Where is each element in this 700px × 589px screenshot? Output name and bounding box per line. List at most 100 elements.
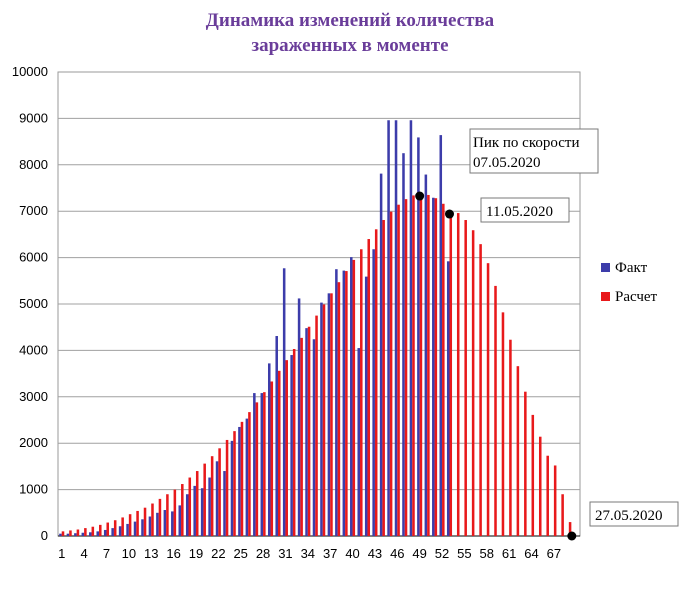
bar-calc	[166, 494, 169, 536]
bar-calc	[61, 531, 65, 536]
bar-calc	[277, 370, 281, 536]
bar-fact	[432, 197, 435, 536]
bar-fact	[66, 533, 70, 536]
y-tick-label: 10000	[12, 64, 48, 79]
bar-fact	[402, 153, 405, 536]
legend-swatch-fact	[601, 263, 610, 272]
bar-calc	[516, 366, 520, 536]
bar-calc	[486, 263, 490, 536]
bar-calc	[501, 312, 505, 536]
bar-fact	[342, 270, 346, 536]
bar-calc	[389, 211, 393, 536]
x-tick-label: 7	[103, 546, 110, 561]
bar-calc	[240, 421, 244, 536]
x-tick-label: 28	[256, 546, 270, 561]
bar-calc	[292, 349, 296, 536]
bar-calc	[136, 510, 139, 536]
annotation-text-1105: 11.05.2020	[486, 204, 553, 220]
bar-calc	[427, 194, 430, 536]
bar-calc	[337, 282, 341, 536]
bar-calc	[307, 326, 311, 536]
annotation-box-2705	[589, 501, 679, 527]
bar-fact	[297, 298, 301, 536]
bar-calc	[263, 392, 266, 536]
x-tick-label: 19	[189, 546, 203, 561]
bar-fact	[111, 528, 114, 536]
y-tick-label: 4000	[19, 342, 48, 357]
legend-label-calc: Расчет	[615, 289, 658, 305]
bar-fact	[126, 523, 129, 536]
bar-calc	[509, 339, 512, 536]
bar-fact	[327, 293, 331, 536]
bar-calc	[330, 293, 333, 536]
x-tick-label: 13	[144, 546, 158, 561]
bar-calc	[367, 239, 371, 537]
y-tick-label: 8000	[19, 157, 48, 172]
bar-calc	[158, 498, 162, 536]
bar-fact	[163, 510, 167, 536]
legend-label-fact: Факт	[615, 260, 648, 276]
bar-calc	[76, 529, 80, 536]
bar-fact	[424, 174, 428, 536]
annotation-point-peak	[415, 191, 425, 201]
bar-calc	[561, 494, 564, 536]
bar-calc	[464, 220, 467, 537]
annotation-box-1105	[480, 197, 570, 223]
x-tick-label: 64	[524, 546, 538, 561]
bar-fact	[59, 533, 62, 536]
bar-fact	[133, 521, 137, 536]
y-tick-label: 0	[41, 528, 48, 543]
bar-calc	[203, 463, 206, 536]
bar-fact	[364, 276, 368, 536]
bar-fact	[230, 440, 234, 536]
y-tick-label: 3000	[19, 389, 48, 404]
x-tick-label: 49	[412, 546, 426, 561]
bar-calc	[128, 514, 132, 536]
chart-title-line1: Динамика изменений количества	[205, 10, 495, 31]
bar-fact	[215, 461, 219, 536]
bar-fact	[379, 173, 383, 536]
bar-fact	[335, 269, 338, 536]
bar-calc	[121, 517, 124, 536]
bar-fact	[74, 533, 77, 536]
bar-fact	[89, 532, 92, 536]
bar-fact	[305, 328, 308, 536]
bar-calc	[91, 526, 95, 536]
bar-fact	[312, 339, 316, 536]
bar-fact	[148, 516, 152, 536]
x-tick-label: 16	[166, 546, 180, 561]
bar-fact	[141, 519, 144, 536]
bar-calc	[360, 249, 363, 537]
annotation-text-2705: 27.05.2020	[595, 508, 663, 524]
bar-calc	[151, 503, 154, 536]
bar-calc	[412, 195, 415, 536]
x-tick-label: 22	[211, 546, 225, 561]
bar-calc	[538, 436, 542, 536]
y-tick-label: 2000	[19, 435, 48, 450]
bar-fact	[96, 531, 100, 536]
x-tick-label: 55	[457, 546, 471, 561]
y-tick-label: 9000	[19, 110, 48, 125]
bar-calc	[531, 414, 535, 536]
bar-fact	[439, 135, 443, 536]
annotation-point-1105	[445, 209, 454, 219]
annotation-text-peak-line2: 07.05.2020	[473, 155, 541, 171]
x-tick-label: 1	[58, 546, 65, 561]
chart-title-line2: зараженных в моменте	[251, 35, 449, 56]
bar-fact	[446, 261, 450, 536]
bar-calc	[442, 203, 445, 536]
bar-calc	[113, 520, 117, 536]
bar-calc	[374, 229, 378, 536]
bar-fact	[350, 257, 353, 536]
bar-calc	[210, 456, 214, 536]
x-tick-label: 61	[502, 546, 516, 561]
bar-calc	[397, 204, 400, 537]
y-tick-label: 1000	[19, 482, 48, 497]
bar-fact	[275, 336, 278, 536]
bar-fact	[200, 488, 204, 536]
bar-calc	[255, 402, 259, 536]
bar-calc	[143, 507, 147, 536]
y-tick-label: 6000	[19, 250, 48, 265]
bar-fact	[387, 120, 390, 537]
bar-calc	[270, 381, 274, 536]
